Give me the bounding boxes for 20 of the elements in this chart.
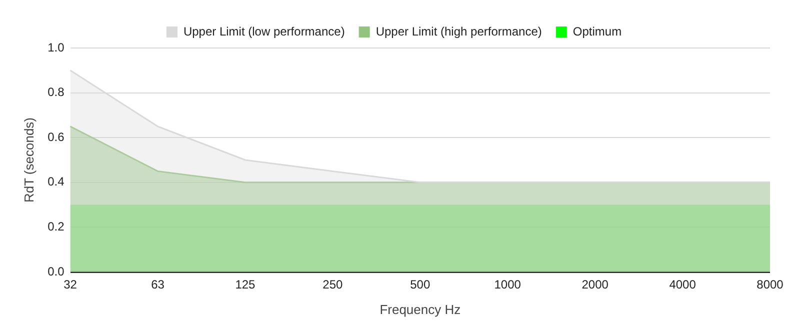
- x-tick-label: 2000: [582, 278, 609, 292]
- x-tick-label: 500: [410, 278, 430, 292]
- x-tick-label: 32: [64, 278, 78, 292]
- legend-label: Upper Limit (high performance): [376, 24, 542, 38]
- x-tick-label: 8000: [756, 278, 784, 292]
- legend-label: Optimum: [572, 24, 622, 38]
- y-tick-label: 0.2: [48, 220, 65, 234]
- y-tick-label: 1.0: [48, 40, 65, 54]
- x-tick-label: 63: [151, 278, 165, 292]
- x-tick-label: 250: [322, 278, 344, 292]
- y-axis-title: RdT (seconds): [21, 117, 36, 203]
- x-axis-title: Frequency Hz: [380, 302, 461, 317]
- x-tick-label: 4000: [669, 278, 696, 292]
- y-tick-label: 0.8: [48, 85, 65, 100]
- y-tick-label: 0.4: [48, 174, 65, 189]
- x-tick-label: 1000: [494, 278, 522, 292]
- y-tick-label: 0.0: [48, 264, 65, 278]
- legend-label: Upper Limit (low performance): [183, 24, 345, 38]
- y-tick-label: 0.6: [48, 130, 65, 144]
- x-tick-label: 125: [235, 278, 256, 292]
